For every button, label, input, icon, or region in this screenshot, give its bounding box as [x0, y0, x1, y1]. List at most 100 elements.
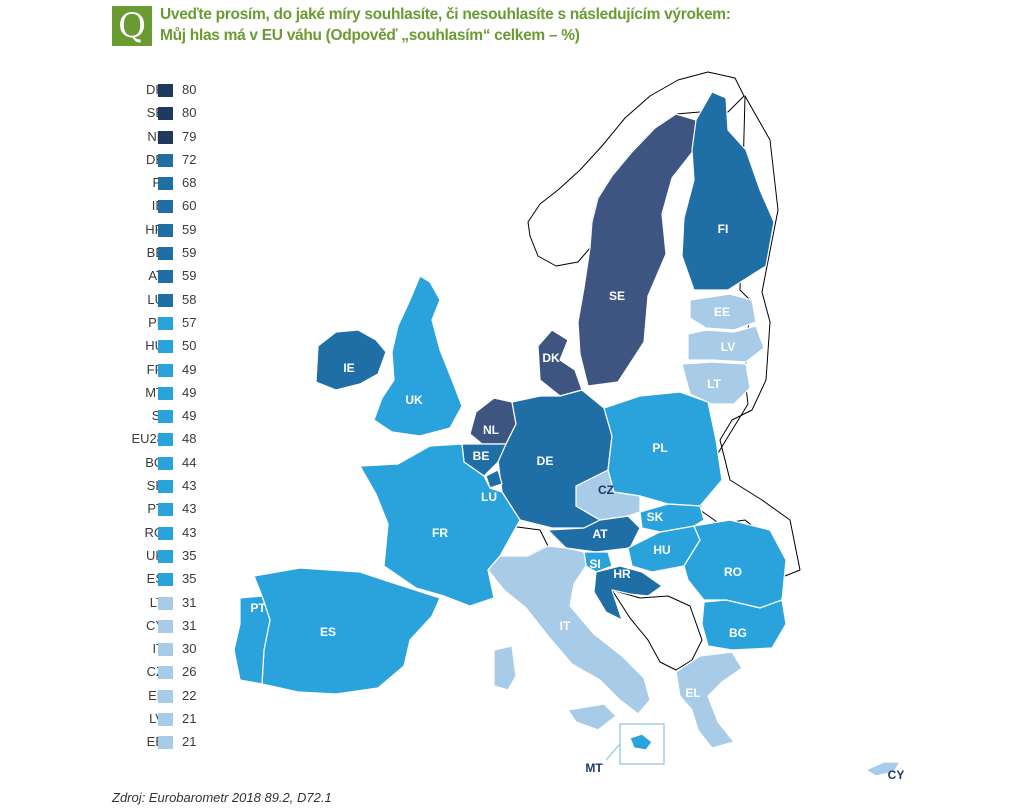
legend-value: 26 — [182, 664, 197, 680]
legend-row-uk: UK 35 — [114, 546, 224, 569]
legend-row-be: BE 59 — [114, 243, 224, 266]
label-pl: PL — [652, 441, 667, 455]
legend-swatch — [158, 549, 173, 563]
legend-swatch — [158, 177, 173, 191]
legend-swatch — [158, 596, 173, 610]
label-hu: HU — [653, 543, 670, 557]
legend-swatch — [158, 223, 173, 237]
label-sk: SK — [647, 510, 664, 524]
legend-value: 43 — [182, 524, 197, 540]
legend-swatch — [158, 619, 173, 633]
legend-value: 35 — [182, 547, 197, 563]
label-ie: IE — [343, 361, 354, 375]
country-ro — [683, 519, 787, 609]
legend-row-ro: RO 43 — [114, 523, 224, 546]
label-be: BE — [473, 449, 490, 463]
legend-swatch — [158, 666, 173, 680]
legend-row-lu: LU 58 — [114, 290, 224, 313]
legend-row-dk: DK 80 — [114, 80, 224, 103]
label-lu: LU — [481, 490, 497, 504]
legend-row-nl: NL 79 — [114, 127, 224, 150]
legend-row-bg: BG 44 — [114, 453, 224, 476]
country-cy — [865, 761, 901, 777]
label-uk: UK — [405, 393, 423, 407]
label-nl: NL — [483, 423, 499, 437]
label-dk: DK — [542, 351, 560, 365]
country-cz — [575, 469, 641, 521]
legend-swatch — [158, 107, 173, 121]
label-lv: LV — [721, 340, 735, 354]
legend-swatch — [158, 340, 173, 354]
legend-row-ee: EE 21 — [114, 732, 224, 755]
legend-swatch — [158, 456, 173, 470]
legend-swatch — [158, 316, 173, 330]
legend-swatch — [158, 293, 173, 307]
legend-row-el: EL 22 — [114, 686, 224, 709]
label-ro: RO — [724, 565, 742, 579]
legend-value: 60 — [182, 198, 197, 214]
legend-value: 79 — [182, 128, 197, 144]
legend-row-ie: IE60 — [114, 196, 224, 219]
legend-row-lt: LT 31 — [114, 593, 224, 616]
legend-value: 30 — [182, 641, 197, 657]
label-it: IT — [560, 619, 571, 633]
malta-inset-connector — [605, 743, 621, 761]
legend-row-pt: PT 43 — [114, 499, 224, 522]
legend-swatch — [158, 130, 173, 144]
label-ee: EE — [714, 305, 730, 319]
label-se: SE — [609, 289, 625, 303]
legend-swatch — [158, 526, 173, 540]
country-ee — [689, 293, 757, 331]
country-fi — [681, 91, 775, 291]
legend-value: 49 — [182, 408, 197, 424]
legend-value: 50 — [182, 338, 197, 354]
country-se — [577, 113, 697, 387]
country-sk — [639, 503, 705, 533]
country-el — [675, 651, 743, 749]
legend-value: 49 — [182, 384, 197, 400]
legend-swatch — [158, 386, 173, 400]
country-bg — [701, 599, 787, 651]
label-lt: LT — [707, 377, 721, 391]
legend-swatch — [158, 573, 173, 587]
label-cz: CZ — [598, 483, 614, 497]
legend-swatch — [158, 503, 173, 517]
label-el: EL — [685, 686, 700, 700]
legend-row-sk: SK 43 — [114, 476, 224, 499]
label-bg: BG — [729, 626, 747, 640]
legend-code: EU28 — [131, 431, 164, 447]
country-es — [253, 567, 441, 695]
legend-swatch — [158, 689, 173, 703]
legend-row-fr: FR 49 — [114, 360, 224, 383]
legend-swatch — [158, 643, 173, 657]
legend-value: 22 — [182, 687, 197, 703]
legend-value: 44 — [182, 454, 197, 470]
label-fr: FR — [432, 526, 448, 540]
title-line-2: Můj hlas má v EU váhu (Odpověď „souhlasí… — [160, 27, 580, 44]
legend-value: 58 — [182, 291, 197, 307]
legend-value: 21 — [182, 734, 197, 750]
country-ie — [315, 329, 387, 391]
legend-row-cy: CY 31 — [114, 616, 224, 639]
legend-swatch — [158, 84, 173, 97]
legend-swatch — [158, 713, 173, 727]
legend-row-fi: FI68 — [114, 173, 224, 196]
legend-value: 49 — [182, 361, 197, 377]
legend-row-de: DE 72 — [114, 150, 224, 173]
legend-row-es: ES 35 — [114, 569, 224, 592]
label-cy: CY — [888, 768, 905, 782]
legend-swatch — [158, 410, 173, 424]
legend-value: 59 — [182, 268, 197, 284]
legend-row-it: IT30 — [114, 639, 224, 662]
country-mt-main — [629, 733, 653, 751]
legend-row-si: SI49 — [114, 406, 224, 429]
country-hr — [593, 565, 663, 621]
legend-value: 80 — [182, 82, 197, 97]
legend-swatch — [158, 200, 173, 214]
legend-swatch — [158, 153, 173, 167]
country-lt — [681, 361, 751, 405]
legend-value: 57 — [182, 314, 197, 330]
legend-value: 59 — [182, 221, 197, 237]
country-balkans — [611, 589, 703, 671]
